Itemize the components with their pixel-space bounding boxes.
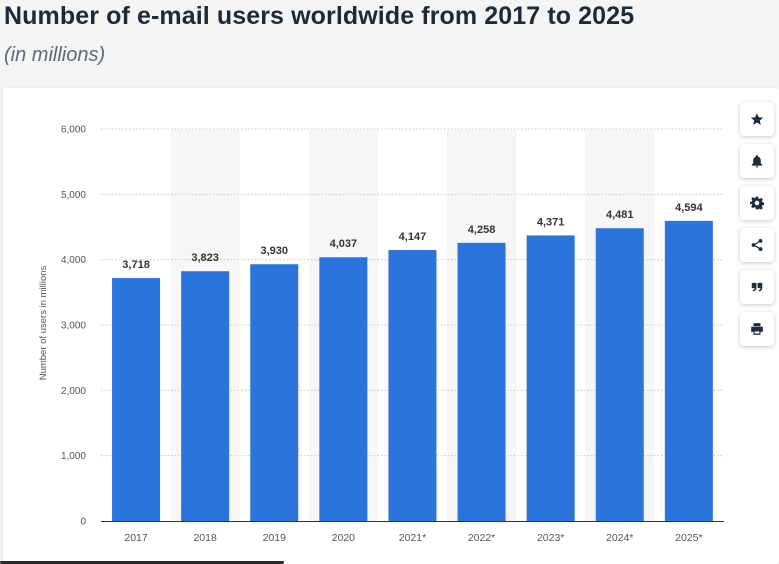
value-label: 4,371 xyxy=(537,216,565,228)
bar[interactable] xyxy=(112,278,161,521)
bar[interactable] xyxy=(319,257,368,521)
bar[interactable] xyxy=(181,271,230,521)
value-labels: 3,718 3,823 3,930 4,037 4,147 4,258 4,371 4,481… xyxy=(122,202,703,271)
bar[interactable] xyxy=(664,220,713,521)
x-tick-label: 2024* xyxy=(606,532,633,544)
bar[interactable] xyxy=(526,235,575,522)
value-label: 3,823 xyxy=(191,252,219,264)
y-tick-label: 6,000 xyxy=(61,125,86,136)
bar[interactable] xyxy=(250,264,299,521)
favorite-button[interactable] xyxy=(740,102,774,136)
value-label: 4,037 xyxy=(330,238,358,250)
y-axis-label: Number of users in millions xyxy=(38,265,49,380)
quote-icon xyxy=(751,282,763,292)
star-icon xyxy=(750,113,764,125)
value-label: 3,930 xyxy=(260,245,288,257)
bars xyxy=(112,220,713,522)
share-icon xyxy=(751,238,763,252)
bar[interactable] xyxy=(457,242,506,521)
x-tick-label: 2020 xyxy=(332,532,356,544)
chart-subtitle: (in millions) xyxy=(4,44,106,66)
cite-button[interactable] xyxy=(740,270,774,304)
scroll-indicator xyxy=(0,561,284,564)
value-label: 4,594 xyxy=(675,202,703,214)
y-axis-ticks: 0 1,000 2,000 3,000 4,000 5,000 6,000 xyxy=(61,125,86,528)
value-label: 4,147 xyxy=(399,231,427,243)
y-tick-label: 0 xyxy=(80,517,86,528)
y-tick-label: 1,000 xyxy=(61,451,86,462)
y-tick-label: 4,000 xyxy=(61,255,86,266)
y-tick-label: 3,000 xyxy=(61,321,86,332)
bar[interactable] xyxy=(388,250,437,521)
notification-button[interactable] xyxy=(740,144,774,178)
x-tick-label: 2021* xyxy=(399,532,426,544)
value-label: 4,258 xyxy=(468,224,496,236)
bar[interactable] xyxy=(595,228,644,521)
bell-icon xyxy=(751,155,763,168)
gear-icon xyxy=(750,196,764,210)
chart-title: Number of e-mail users worldwide from 20… xyxy=(4,2,635,30)
x-tick-label: 2023* xyxy=(537,532,564,544)
y-tick-label: 5,000 xyxy=(61,190,86,201)
print-button[interactable] xyxy=(740,312,774,346)
chart-toolbar xyxy=(740,102,777,354)
value-label: 3,718 xyxy=(122,259,150,271)
y-tick-label: 2,000 xyxy=(61,386,86,397)
print-icon xyxy=(751,323,763,335)
x-tick-label: 2025* xyxy=(675,532,702,544)
x-axis-ticks: 2017 2018 2019 2020 2021* 2022* 2023* 2024* 2025… xyxy=(124,532,702,544)
x-tick-label: 2022* xyxy=(468,532,495,544)
value-label: 4,481 xyxy=(606,209,634,221)
x-tick-label: 2017 xyxy=(124,532,148,544)
share-button[interactable] xyxy=(740,228,774,262)
settings-button[interactable] xyxy=(740,186,774,220)
x-tick-label: 2018 xyxy=(193,532,217,544)
x-tick-label: 2019 xyxy=(263,532,287,544)
